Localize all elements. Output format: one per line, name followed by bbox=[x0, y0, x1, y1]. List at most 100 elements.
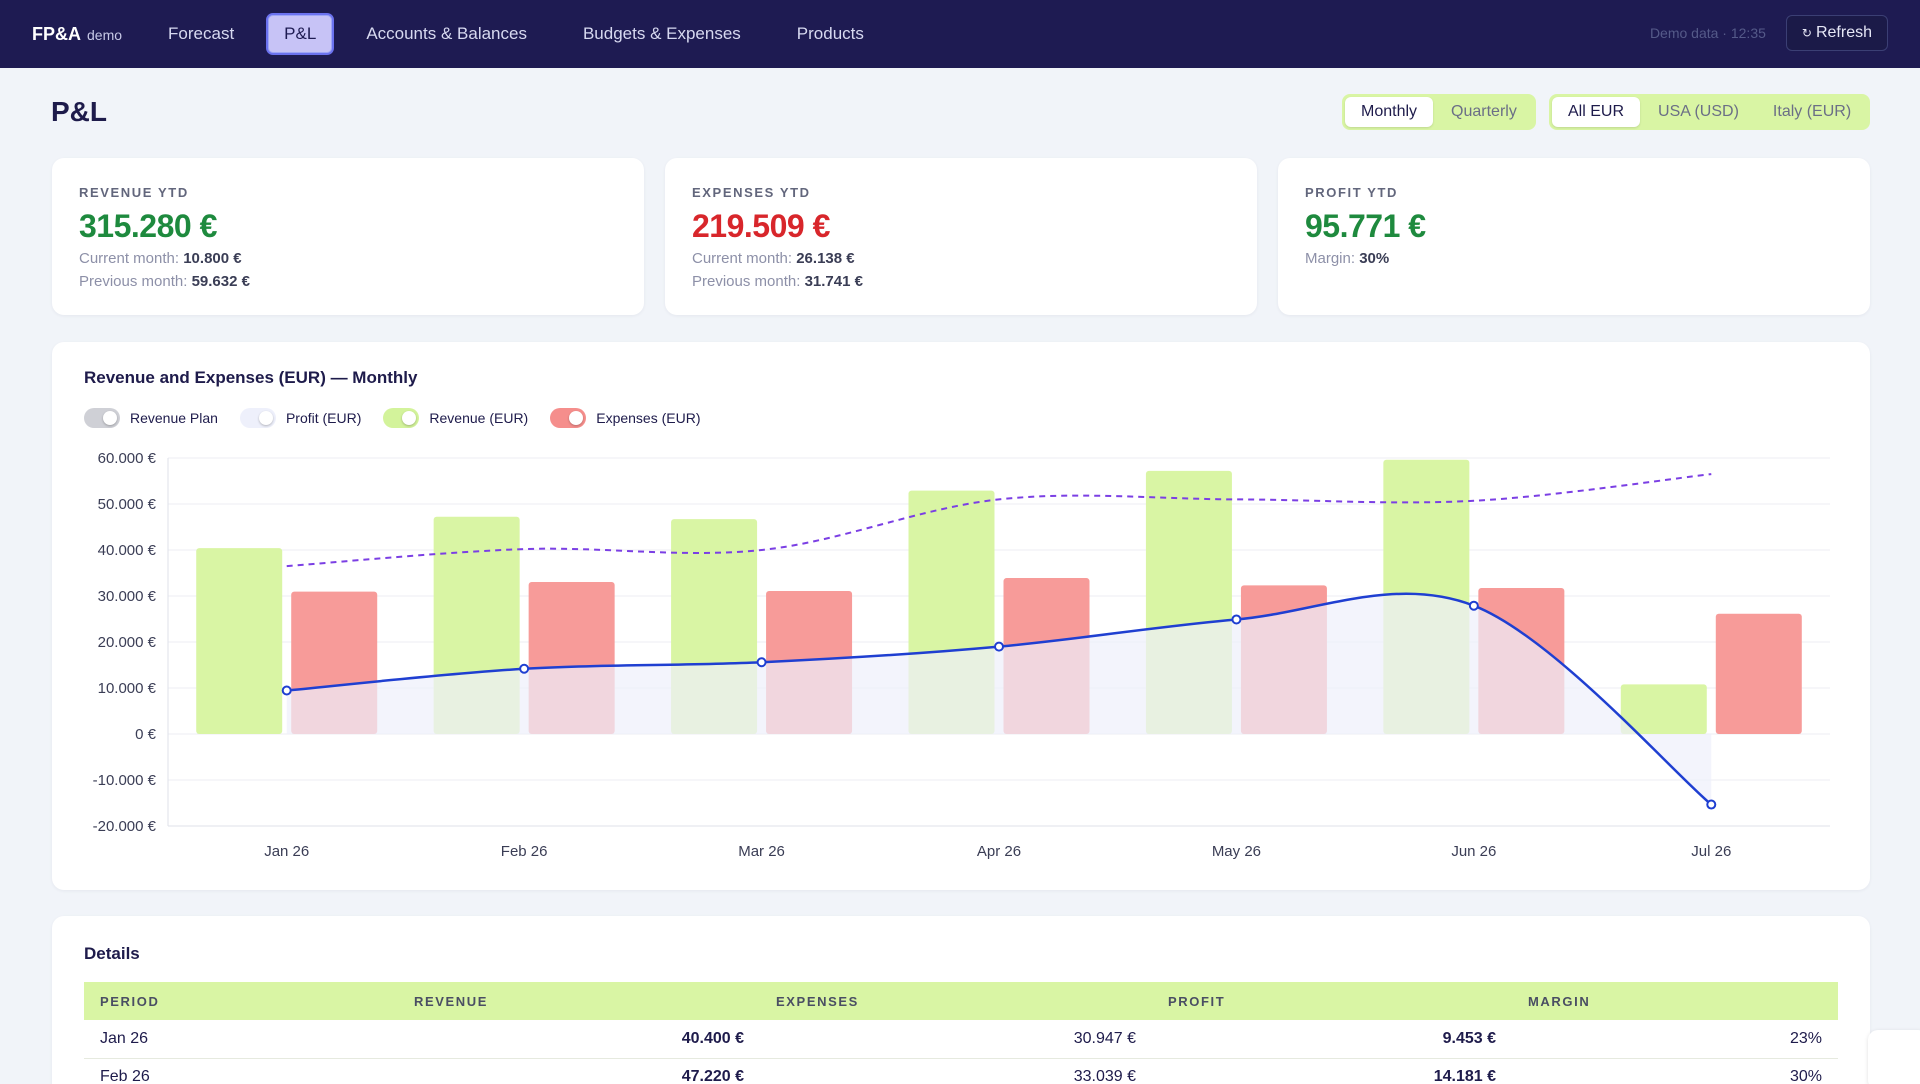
cell-expenses: 30.947 € bbox=[760, 1020, 1152, 1059]
kpi-previous-value: 31.741 € bbox=[804, 273, 863, 290]
nav-products[interactable]: Products bbox=[796, 24, 864, 43]
profit-point bbox=[756, 657, 767, 668]
y-tick-label: -10.000 € bbox=[93, 772, 157, 789]
x-tick-label: Feb 26 bbox=[501, 843, 548, 860]
refresh-icon: ↻ bbox=[1801, 26, 1812, 40]
kpi-label: REVENUE YTD bbox=[79, 185, 189, 200]
kpi-card-profit: PROFIT YTD 95.771 € Margin: 30% bbox=[1278, 158, 1870, 315]
floating-widget[interactable] bbox=[1868, 1030, 1920, 1084]
period-toggle: Monthly Quarterly bbox=[1342, 94, 1536, 130]
nav-accounts-balances[interactable]: Accounts & Balances bbox=[366, 24, 527, 43]
col-expenses[interactable]: EXPENSES bbox=[760, 982, 1152, 1020]
main-nav: Forecast P&L Accounts & Balances Budgets… bbox=[144, 13, 888, 55]
region-usa-usd[interactable]: USA (USD) bbox=[1658, 103, 1739, 120]
kpi-current-value: 26.138 € bbox=[796, 250, 855, 267]
nav-budgets-expenses[interactable]: Budgets & Expenses bbox=[582, 24, 741, 43]
y-tick-label: 20.000 € bbox=[98, 634, 157, 651]
chart-legend: Revenue Plan Profit (EUR) Revenue (EUR) … bbox=[84, 408, 701, 428]
demo-data-timestamp: Demo data · 12:35 bbox=[1649, 25, 1766, 41]
kpi-margin-label: Margin: bbox=[1305, 250, 1356, 267]
brand-name: FP&A bbox=[32, 23, 81, 44]
kpi-previous-label: Previous month: bbox=[692, 273, 801, 290]
revenue-plan-line bbox=[286, 473, 1712, 568]
cell-profit: 14.181 € bbox=[1152, 1058, 1512, 1084]
y-tick-label: 60.000 € bbox=[98, 450, 157, 467]
chart-card: 60.000 € 50.000 € 40.000 € 30.000 € 20.000 €… bbox=[52, 342, 1870, 890]
legend-label: Expenses (EUR) bbox=[596, 410, 701, 426]
legend-expenses[interactable]: Expenses (EUR) bbox=[550, 408, 701, 428]
cell-revenue: 40.400 € bbox=[398, 1020, 760, 1059]
y-tick-label: 0 € bbox=[135, 726, 157, 743]
legend-revenue-plan[interactable]: Revenue Plan bbox=[84, 408, 218, 428]
kpi-card-expenses: EXPENSES YTD 219.509 € Current month: 26… bbox=[665, 158, 1257, 315]
profit-point bbox=[281, 685, 292, 696]
period-quarterly[interactable]: Quarterly bbox=[1451, 103, 1517, 120]
kpi-label: PROFIT YTD bbox=[1305, 185, 1399, 200]
kpi-margin-value: 30% bbox=[1359, 250, 1390, 267]
brand-sub: demo bbox=[87, 26, 123, 43]
kpi-value: 95.771 € bbox=[1305, 208, 1426, 244]
nav-pnl[interactable]: P&L bbox=[266, 13, 335, 55]
y-tick-label: 10.000 € bbox=[98, 680, 157, 697]
col-margin[interactable]: MARGIN bbox=[1512, 982, 1838, 1020]
legend-label: Profit (EUR) bbox=[285, 410, 362, 426]
cell-revenue: 47.220 € bbox=[398, 1058, 760, 1084]
bar-revenue bbox=[196, 548, 283, 734]
table-row[interactable]: Jan 26 40.400 € 30.947 € 9.453 € 23% bbox=[84, 1020, 1838, 1059]
kpi-previous-label: Previous month: bbox=[79, 273, 188, 290]
y-tick-label: -20.000 € bbox=[93, 818, 157, 835]
kpi-label: EXPENSES YTD bbox=[692, 185, 811, 200]
kpi-previous-value: 59.632 € bbox=[191, 273, 250, 290]
refresh-button[interactable]: ↻ Refresh bbox=[1785, 15, 1888, 51]
details-title: Details bbox=[84, 944, 140, 963]
profit-point bbox=[1231, 614, 1242, 625]
cell-period: Feb 26 bbox=[84, 1058, 398, 1084]
col-profit[interactable]: PROFIT bbox=[1152, 982, 1512, 1020]
y-tick-label: 40.000 € bbox=[98, 542, 157, 559]
details-table: PERIOD REVENUE EXPENSES PROFIT MARGIN Ja… bbox=[84, 982, 1838, 1084]
legend-revenue[interactable]: Revenue (EUR) bbox=[383, 408, 528, 428]
y-tick-label: 50.000 € bbox=[98, 496, 157, 513]
kpi-current-label: Current month: bbox=[79, 250, 180, 267]
toggle-switch[interactable] bbox=[239, 408, 276, 428]
cell-period: Jan 26 bbox=[84, 1020, 398, 1059]
region-all-eur[interactable]: All EUR bbox=[1552, 97, 1641, 127]
profit-point bbox=[1468, 600, 1479, 611]
x-tick-label: Jul 26 bbox=[1691, 843, 1731, 860]
table-row[interactable]: Feb 26 47.220 € 33.039 € 14.181 € 30% bbox=[84, 1058, 1838, 1084]
chart-title: Revenue and Expenses (EUR) — Monthly bbox=[84, 368, 418, 387]
x-tick-label: Mar 26 bbox=[738, 843, 785, 860]
col-period[interactable]: PERIOD bbox=[84, 982, 398, 1020]
kpi-current-value: 10.800 € bbox=[183, 250, 242, 267]
kpi-value: 219.509 € bbox=[692, 208, 830, 244]
period-monthly[interactable]: Monthly bbox=[1345, 97, 1434, 127]
toggle-switch[interactable] bbox=[84, 408, 120, 428]
kpi-current-month: Current month: 10.800 € bbox=[79, 250, 242, 267]
kpi-previous-month: Previous month: 59.632 € bbox=[79, 273, 250, 290]
legend-profit[interactable]: Profit (EUR) bbox=[239, 408, 362, 428]
toggle-switch[interactable] bbox=[550, 408, 587, 428]
toggle-switch[interactable] bbox=[383, 408, 420, 428]
profit-point bbox=[519, 663, 530, 674]
top-navbar: FP&A demo Forecast P&L Accounts & Balanc… bbox=[0, 0, 1920, 68]
cell-margin: 30% bbox=[1512, 1058, 1838, 1084]
x-tick-label: Apr 26 bbox=[977, 843, 1021, 860]
kpi-margin: Margin: 30% bbox=[1305, 250, 1389, 267]
details-card: Details PERIOD REVENUE EXPENSES PROFIT M… bbox=[52, 916, 1870, 1084]
cell-margin: 23% bbox=[1512, 1020, 1838, 1059]
x-tick-label: Jun 26 bbox=[1451, 843, 1496, 860]
bar-expenses bbox=[1715, 613, 1802, 734]
region-italy-eur[interactable]: Italy (EUR) bbox=[1772, 103, 1852, 120]
region-toggle: All EUR USA (USD) Italy (EUR) bbox=[1549, 94, 1871, 130]
profit-point bbox=[1706, 799, 1717, 810]
cell-profit: 9.453 € bbox=[1152, 1020, 1512, 1059]
col-revenue[interactable]: REVENUE bbox=[398, 982, 760, 1020]
table-header-row: PERIOD REVENUE EXPENSES PROFIT MARGIN bbox=[84, 982, 1838, 1020]
kpi-value: 315.280 € bbox=[79, 208, 217, 244]
legend-label: Revenue Plan bbox=[130, 410, 218, 426]
brand-logo[interactable]: FP&A demo bbox=[32, 24, 122, 45]
kpi-current-label: Current month: bbox=[692, 250, 793, 267]
kpi-previous-month: Previous month: 31.741 € bbox=[692, 273, 863, 290]
revenue-expenses-chart: 60.000 € 50.000 € 40.000 € 30.000 € 20.000 €… bbox=[93, 450, 1830, 860]
nav-forecast[interactable]: Forecast bbox=[168, 24, 235, 43]
